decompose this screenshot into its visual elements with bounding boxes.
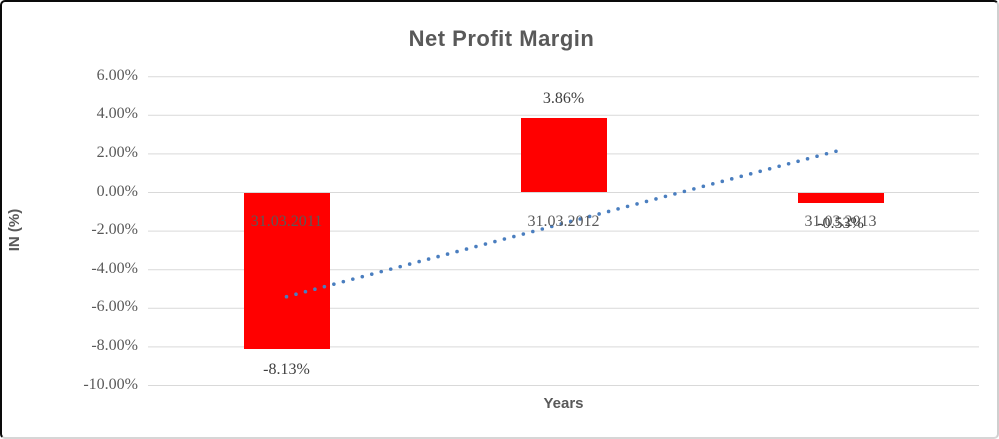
trendline-dot: [531, 229, 535, 234]
trendline-dot: [568, 219, 573, 224]
trendline-dot: [682, 189, 687, 194]
trendline-dot: [332, 282, 336, 286]
trendline-dot: [436, 254, 440, 259]
trendline-dot: [578, 217, 582, 221]
trendline-dot: [777, 164, 781, 169]
trendline-dot: [379, 269, 384, 274]
trendline-dot: [502, 237, 507, 241]
trendline-dot: [606, 209, 611, 214]
trendline-dot: [284, 294, 289, 299]
trendline-dot: [313, 287, 317, 291]
trendline-dot: [692, 187, 696, 191]
trendline-dot: [635, 202, 639, 206]
trendline-dot: [587, 214, 592, 219]
trendline-dot: [758, 169, 762, 174]
trendline-dot: [644, 199, 649, 204]
trendline-dot: [663, 194, 668, 199]
trendline-dot: [464, 247, 469, 251]
trendline-dot: [369, 272, 374, 276]
trendline-dot: [673, 192, 677, 196]
trendline-dot: [559, 222, 564, 226]
trendline-dot: [720, 179, 725, 184]
trendline-dot: [711, 182, 715, 186]
trendline-dot: [549, 224, 554, 229]
trendline-dot: [815, 154, 819, 159]
trendline-dot: [493, 239, 497, 244]
bar-31.03.2012: [520, 118, 607, 193]
trendline-dot: [398, 264, 402, 269]
trendline-dot: [701, 184, 706, 189]
trendline-dot: [521, 232, 526, 236]
trendline-dot: [294, 292, 298, 297]
trendline-dot: [739, 174, 744, 179]
trendline-dot: [540, 227, 545, 231]
x-axis-title: Years: [543, 395, 584, 412]
trendline-dot: [388, 267, 393, 271]
trendline-dot: [834, 149, 838, 154]
trendline-dot: [597, 212, 601, 216]
trendline-dot: [748, 172, 753, 176]
trendline-dot: [341, 279, 346, 284]
trendline-dot: [351, 277, 355, 281]
trendline-dot: [786, 161, 791, 166]
trendline-dot: [824, 151, 829, 156]
trendline-dot: [805, 156, 810, 161]
trendline-dot: [474, 244, 478, 249]
trendline-dot: [455, 249, 459, 254]
trendline-dot: [360, 274, 365, 279]
trendline-dot: [796, 159, 800, 164]
trendline-dot: [616, 207, 620, 211]
trendline-dot: [426, 257, 431, 261]
trendline-dot: [767, 166, 772, 171]
trendline-dot: [407, 262, 412, 266]
trendline-dot: [512, 234, 516, 239]
trendline-dot: [445, 252, 450, 256]
trendline-dot: [417, 259, 421, 264]
trendline-dot: [729, 177, 734, 181]
chart-title: Net Profit Margin: [408, 26, 595, 51]
trendline-dot: [322, 284, 327, 289]
trendline-dot: [654, 197, 658, 201]
bar-31.03.2013: [797, 192, 884, 203]
trendline-dot: [303, 289, 308, 294]
trendline-dot: [625, 204, 630, 209]
bar-31.03.2011: [243, 192, 330, 350]
trendline-dot: [483, 242, 488, 246]
